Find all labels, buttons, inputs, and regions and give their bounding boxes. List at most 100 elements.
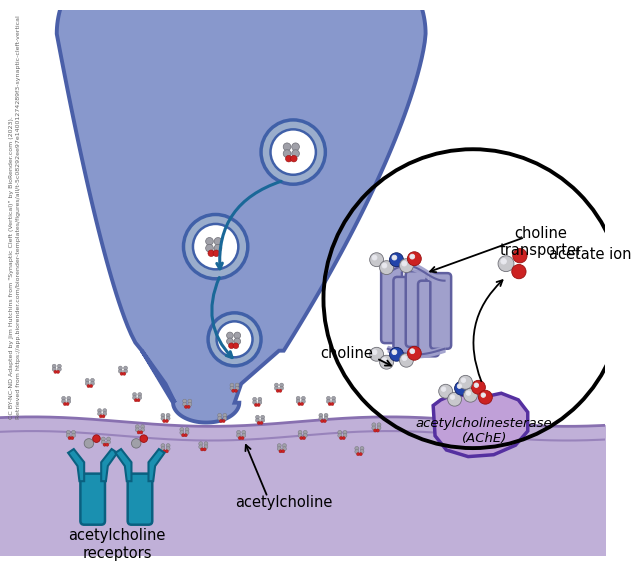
Circle shape: [242, 430, 246, 434]
Circle shape: [70, 437, 74, 439]
Circle shape: [260, 415, 265, 419]
Circle shape: [182, 402, 187, 406]
Circle shape: [134, 399, 138, 402]
Circle shape: [382, 263, 387, 268]
Circle shape: [136, 425, 140, 429]
Circle shape: [90, 384, 93, 388]
Circle shape: [513, 249, 527, 263]
Circle shape: [205, 244, 213, 252]
Circle shape: [408, 346, 421, 360]
Circle shape: [275, 386, 278, 390]
Circle shape: [106, 443, 109, 446]
Circle shape: [123, 372, 126, 376]
Circle shape: [372, 350, 377, 355]
Polygon shape: [101, 449, 117, 481]
Circle shape: [184, 434, 188, 437]
Circle shape: [399, 353, 413, 367]
Circle shape: [67, 434, 70, 437]
Circle shape: [279, 450, 282, 453]
Circle shape: [103, 412, 107, 416]
Circle shape: [332, 399, 335, 403]
Circle shape: [276, 389, 279, 392]
Circle shape: [204, 442, 208, 446]
Circle shape: [166, 416, 170, 420]
Circle shape: [292, 150, 300, 157]
Circle shape: [285, 156, 292, 162]
FancyBboxPatch shape: [394, 277, 414, 353]
Circle shape: [498, 256, 514, 272]
Circle shape: [137, 431, 140, 434]
Circle shape: [254, 403, 257, 407]
Circle shape: [481, 393, 486, 397]
Text: acetylcholine
receptors: acetylcholine receptors: [68, 529, 166, 561]
Circle shape: [140, 435, 148, 442]
FancyBboxPatch shape: [128, 473, 152, 525]
Circle shape: [301, 399, 305, 403]
Circle shape: [279, 389, 282, 392]
Circle shape: [188, 399, 192, 403]
Circle shape: [454, 381, 468, 395]
Circle shape: [326, 399, 330, 403]
Circle shape: [118, 366, 122, 370]
Circle shape: [301, 396, 305, 400]
Circle shape: [300, 403, 303, 406]
Circle shape: [218, 414, 221, 417]
Circle shape: [355, 446, 359, 450]
Circle shape: [326, 396, 330, 400]
Circle shape: [380, 355, 394, 369]
Circle shape: [461, 378, 466, 382]
Circle shape: [161, 414, 165, 417]
Circle shape: [220, 419, 223, 423]
Circle shape: [61, 399, 65, 403]
Circle shape: [141, 428, 145, 432]
Circle shape: [106, 437, 111, 441]
Circle shape: [204, 445, 208, 449]
Circle shape: [103, 443, 106, 446]
Circle shape: [408, 252, 421, 266]
FancyBboxPatch shape: [430, 273, 451, 349]
Circle shape: [291, 156, 297, 162]
Circle shape: [182, 399, 187, 403]
Circle shape: [136, 428, 140, 432]
Circle shape: [342, 437, 345, 439]
Circle shape: [298, 434, 302, 437]
Circle shape: [501, 259, 506, 264]
Circle shape: [163, 450, 166, 453]
Circle shape: [227, 338, 233, 344]
Circle shape: [106, 440, 111, 444]
Circle shape: [402, 356, 407, 361]
Circle shape: [280, 383, 284, 387]
Circle shape: [161, 444, 165, 448]
FancyBboxPatch shape: [406, 271, 426, 347]
Circle shape: [124, 366, 127, 370]
Circle shape: [438, 384, 452, 398]
Circle shape: [66, 403, 69, 406]
Circle shape: [67, 396, 71, 400]
Circle shape: [199, 445, 203, 449]
Circle shape: [355, 449, 359, 453]
Circle shape: [188, 402, 192, 406]
Circle shape: [338, 434, 342, 437]
Circle shape: [402, 261, 407, 266]
Circle shape: [132, 396, 136, 400]
Circle shape: [359, 453, 362, 456]
Polygon shape: [433, 388, 528, 457]
Circle shape: [208, 250, 214, 256]
Circle shape: [390, 253, 403, 267]
Circle shape: [214, 237, 222, 245]
Circle shape: [410, 348, 415, 354]
Circle shape: [321, 419, 324, 423]
Circle shape: [234, 338, 241, 344]
Circle shape: [165, 450, 168, 453]
Circle shape: [56, 370, 60, 373]
Circle shape: [319, 414, 323, 417]
Circle shape: [180, 427, 184, 431]
Polygon shape: [115, 449, 131, 481]
Circle shape: [216, 321, 253, 357]
Circle shape: [132, 392, 136, 396]
Polygon shape: [68, 449, 84, 481]
Circle shape: [277, 447, 281, 450]
Circle shape: [282, 447, 287, 450]
Circle shape: [275, 383, 278, 387]
Circle shape: [242, 434, 246, 437]
